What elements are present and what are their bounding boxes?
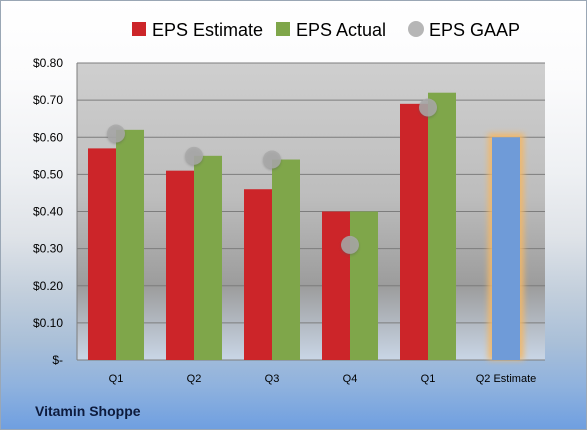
legend-label: EPS Estimate [152,20,263,40]
y-tick-label: $0.80 [33,56,63,70]
gaap-marker [185,146,203,165]
x-tick-label: Q1 [421,373,436,385]
bar-estimate [244,189,272,360]
x-tick-label: Q1 [109,373,124,385]
gaap-marker [107,124,125,143]
bar-estimate [400,103,428,361]
gaap-marker [341,235,359,254]
bar-actual [428,92,456,360]
x-tick-label: Q4 [343,373,358,385]
legend-label: EPS GAAP [429,20,520,40]
bar-estimate [88,148,116,360]
y-tick-label: $- [52,353,63,367]
y-tick-label: $0.70 [33,93,63,107]
x-tick-label: Q2 [187,373,202,385]
y-tick-label: $0.40 [33,205,63,219]
y-tick-label: $0.60 [33,130,63,144]
bar-actual [272,159,300,360]
company-name: Vitamin Shoppe [35,403,141,419]
bar-actual [350,211,378,360]
legend-label: EPS Actual [296,20,386,40]
legend-swatch [132,22,146,36]
bar-actual [116,129,144,360]
gaap-marker [419,98,437,117]
x-tick-label: Q2 Estimate [476,373,537,385]
y-tick-label: $0.10 [33,316,63,330]
legend-swatch [276,22,290,36]
y-tick-label: $0.50 [33,167,63,181]
bar-actual [194,155,222,360]
legend-swatch [408,21,424,37]
y-tick-label: $0.30 [33,242,63,256]
bar-estimate [322,211,350,360]
y-tick-label: $0.20 [33,279,63,293]
bar-estimate [492,137,520,360]
bar-estimate [166,170,194,360]
x-tick-label: Q3 [265,373,280,385]
gaap-marker [263,150,281,169]
